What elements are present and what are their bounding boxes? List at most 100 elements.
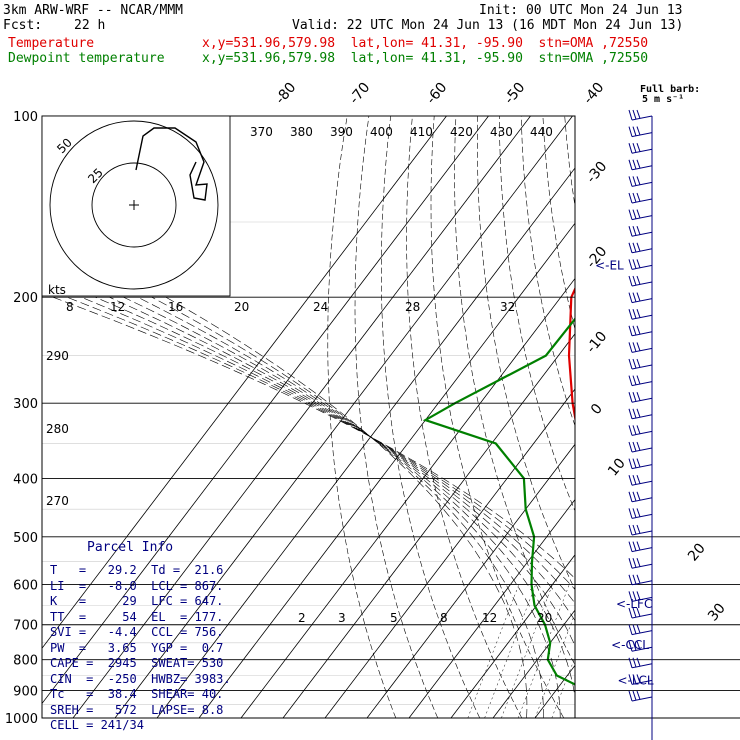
wind-barb-flag: [636, 591, 641, 600]
hodograph-frame: [41, 115, 231, 297]
dry-adiabat: [454, 116, 575, 666]
wind-barb: [631, 563, 653, 569]
wind-barb-flag: [632, 275, 637, 286]
wind-barb-flag: [632, 126, 637, 136]
theta-label-420: 420: [450, 125, 473, 139]
wind-barb: [631, 331, 653, 337]
low-mixing-ratio-label-5: 5: [390, 611, 398, 625]
isotherm: [703, 116, 740, 718]
wind-barb-flag: [628, 624, 633, 635]
wind-barb-flag: [628, 192, 633, 204]
wind-barb-flag: [632, 541, 637, 551]
isotherm: [282, 333, 575, 718]
wind-barb-flag: [636, 441, 641, 451]
wind-barb-flag: [628, 408, 633, 419]
wind-barb-flag: [628, 275, 633, 287]
wind-barb: [631, 480, 653, 486]
wind-barb-flag: [632, 309, 637, 319]
wind-barb-flag: [632, 259, 637, 269]
wind-barb-flag: [636, 176, 641, 185]
parcel-info-row: CELL = 241/34: [50, 718, 144, 732]
pressure-label-100: 100: [13, 110, 38, 125]
plot-frame: [41, 115, 576, 719]
wind-barb-flag: [632, 491, 637, 502]
wind-barb-flag: [632, 425, 637, 435]
wind-barb: [631, 215, 653, 221]
wind-barb-flag: [628, 641, 633, 652]
wind-barb: [631, 198, 653, 204]
dry-adiabat: [587, 116, 740, 718]
theta-label-380: 380: [290, 125, 313, 139]
mixing-ratio-line: [501, 584, 553, 718]
wind-barb-flag: [628, 441, 633, 453]
dry-adiabat: [717, 116, 740, 718]
valid-time: Valid: 22 UTC Mon 24 Jun 13 (16 MDT Mon …: [292, 18, 684, 33]
mixing-ratio-label-32: 32: [500, 300, 515, 314]
wind-barb: [631, 696, 653, 702]
isotherm: [450, 554, 575, 718]
wind-barb-flag: [628, 226, 633, 237]
wind-barb-flag: [628, 209, 633, 220]
wind-barb: [631, 165, 653, 171]
isotherm: [42, 116, 489, 705]
dry-adiabat: [630, 116, 740, 718]
wind-barb-flag: [632, 574, 637, 585]
wind-barb-flag: [628, 325, 633, 336]
wind-barb-flag: [636, 574, 641, 584]
wind-barb: [631, 646, 653, 652]
wind-barb-flag: [628, 491, 633, 502]
isotherm: [534, 664, 575, 718]
wind-barb-flag: [628, 109, 633, 121]
wind-barb-flag: [636, 226, 641, 235]
wind-barb-flag: [628, 292, 633, 303]
dry-adiabat: [520, 116, 575, 427]
mixing-ratio-label-20: 20: [234, 300, 249, 314]
wind-barb-flag: [632, 524, 637, 535]
wind-barb: [631, 663, 653, 669]
model-title: 3km ARW-WRF -- NCAR/MMM: [3, 3, 184, 18]
wind-barb: [631, 148, 653, 154]
wind-barb-flag: [628, 358, 633, 370]
hodograph-unit-label: kts: [48, 283, 66, 297]
theta-label-370: 370: [250, 125, 273, 139]
wind-barb: [631, 132, 653, 138]
wind-barb-flag: [632, 342, 637, 352]
wind-barb-flag: [632, 475, 637, 485]
wind-barb-flag: [636, 292, 641, 302]
mixing-ratio-label-24: 24: [313, 300, 328, 314]
wind-barb-flag: [632, 392, 637, 402]
wind-barb-flag: [628, 342, 633, 353]
forecast-label: Fcst:: [3, 18, 43, 33]
wind-barb: [631, 248, 653, 254]
hodograph-trace: [135, 127, 208, 201]
wind-barb: [631, 364, 653, 370]
wind-barb: [631, 497, 653, 503]
wind-barb: [631, 596, 653, 602]
isotherm: [72, 116, 531, 718]
dry-adiabat: [608, 116, 740, 718]
pressure-label-400: 400: [13, 472, 38, 487]
isotherm-label--10: -10: [583, 329, 610, 357]
level-marker-lcl: <-LCL: [617, 674, 653, 688]
wind-barb-flag: [636, 657, 641, 667]
wind-barb-flag: [636, 392, 641, 401]
level-marker-lfc: <-LFC: [616, 597, 652, 611]
theta-label-410: 410: [410, 125, 433, 139]
wind-barb-flag: [636, 143, 641, 152]
wind-barb: [631, 447, 653, 453]
wind-barb-flag: [628, 176, 633, 187]
theta-label-430: 430: [490, 125, 513, 139]
mixing-ratio-label-28: 28: [405, 300, 420, 314]
wind-barb-flag: [636, 624, 641, 634]
wind-barb-flag: [636, 375, 641, 385]
wind-barb-flag: [628, 541, 633, 552]
wind-barb-flag: [632, 408, 637, 419]
wind-barb: [631, 115, 653, 121]
wind-barb-flag: [636, 475, 641, 484]
wind-barb-flag: [636, 524, 641, 534]
wind-barb-flag: [628, 475, 633, 486]
wind-barb-flag: [632, 226, 637, 236]
isotherm-label--50: -50: [501, 80, 528, 108]
mixing-ratio-line: [534, 612, 575, 718]
wind-barb-flag: [636, 541, 641, 551]
